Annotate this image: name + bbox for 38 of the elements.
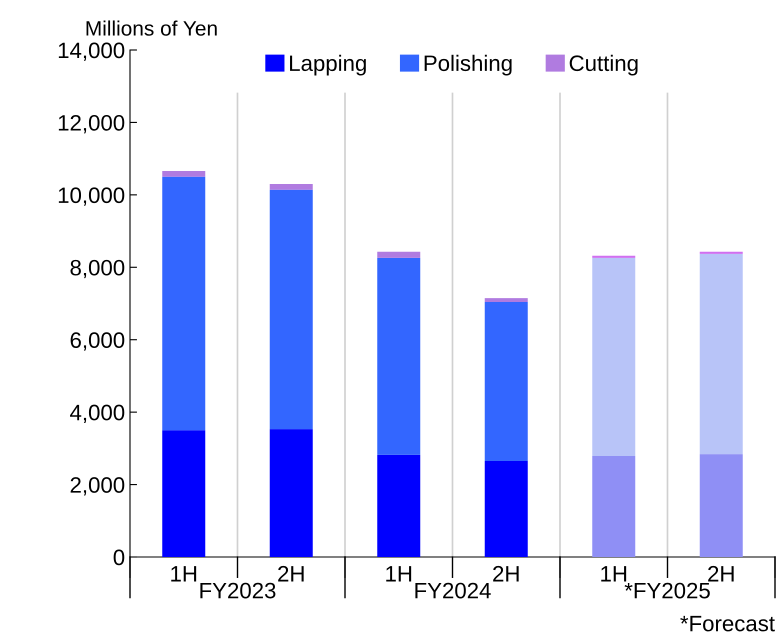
y-tick-label: 2,000 — [70, 477, 124, 496]
text: *FY2025 — [624, 582, 710, 598]
bar — [270, 429, 313, 557]
x-tick-label: 1H — [386, 566, 412, 582]
x-tick-label: 2H — [278, 566, 304, 582]
y-axis-title: Millions of Yen — [86, 20, 217, 36]
y-tick-label: 14,000 — [58, 42, 124, 61]
y-tick-label: 12,000 — [58, 114, 124, 134]
x-tick-label: 1H — [171, 566, 196, 582]
bar — [377, 258, 420, 455]
x-tick-label: 2H — [708, 566, 734, 582]
bar — [270, 184, 313, 190]
bar — [162, 176, 206, 430]
text: *Forecast — [680, 616, 775, 632]
bar — [484, 298, 528, 302]
y-tick-label: 8,000 — [70, 260, 124, 278]
bar — [484, 302, 528, 462]
y-tick-label: 6,000 — [70, 332, 124, 351]
legend-label: Lapping — [290, 54, 366, 76]
bar — [162, 430, 206, 557]
legend-label: Polishing — [424, 54, 512, 76]
bar — [377, 454, 420, 557]
bar — [700, 254, 743, 454]
bar — [484, 461, 528, 557]
bar — [592, 258, 636, 456]
bar — [592, 456, 636, 557]
text: FY2023 — [200, 582, 276, 598]
y-tick-label: 0 — [114, 550, 124, 566]
y-tick-label: 4,000 — [70, 404, 124, 424]
bar — [162, 170, 206, 177]
x-tick-label: 2H — [493, 566, 519, 582]
bar — [270, 190, 313, 430]
y-tick-label: 10,000 — [58, 187, 124, 206]
text: FY2024 — [415, 582, 491, 598]
x-tick-label: 1H — [601, 566, 626, 582]
bar — [377, 252, 420, 258]
bar — [700, 454, 743, 557]
legend-label: Cutting — [570, 54, 638, 76]
